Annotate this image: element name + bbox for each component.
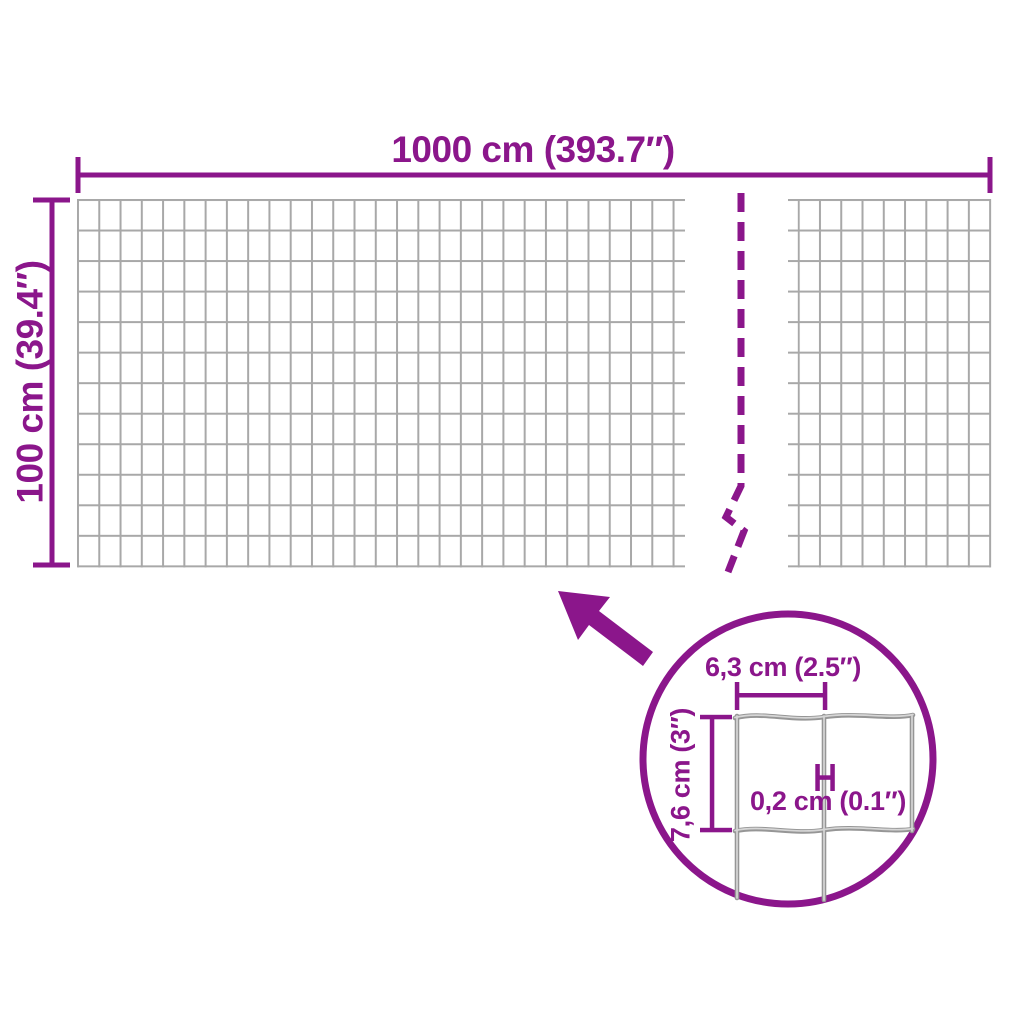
detail-mesh	[732, 712, 916, 903]
mesh-cell-width-label: 6,3 cm (2.5″)	[704, 652, 862, 682]
zoom-arrow-icon	[558, 591, 653, 666]
break-line-icon	[721, 193, 749, 574]
mesh-panel-right	[788, 199, 993, 568]
total-width-label: 1000 cm (393.7″)	[391, 129, 675, 170]
total-height-label: 100 cm (39.4″)	[9, 260, 51, 504]
detail-height-dimension-line	[700, 714, 732, 833]
mesh-panel-left	[77, 199, 685, 568]
height-dimension-line	[33, 197, 70, 568]
detail-width-dimension-line	[734, 682, 828, 710]
width-dimension-line	[75, 157, 993, 193]
mesh-cell-height-label: 7,6 cm (3″)	[665, 707, 696, 843]
wire-thickness-marker-icon	[815, 764, 835, 791]
wire-thickness-label: 0,2 cm (0.1″)	[749, 786, 907, 816]
